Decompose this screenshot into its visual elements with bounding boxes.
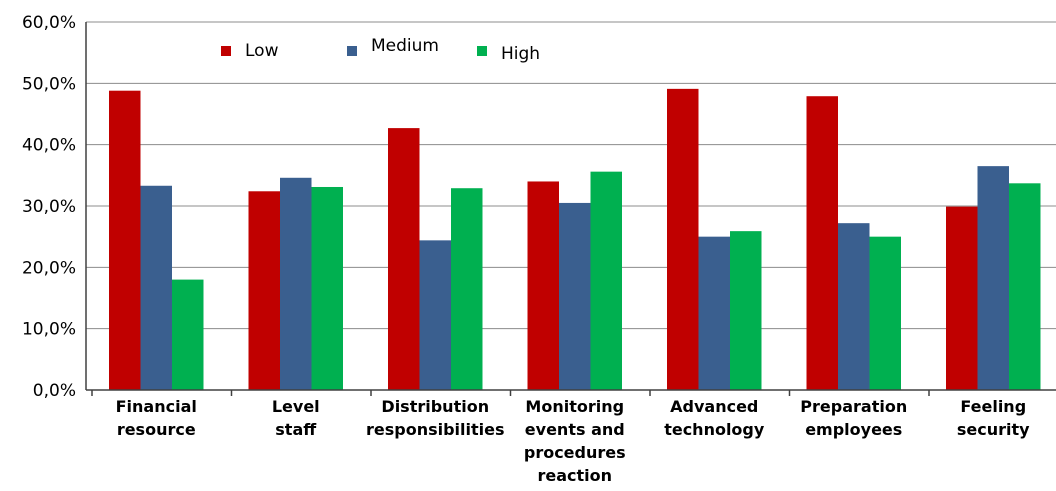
x-category-label: Level staff (272, 397, 320, 439)
bar-low-2 (388, 128, 420, 390)
legend-label-high: High (501, 44, 540, 64)
legend-swatch-low (221, 46, 231, 56)
bar-low-3 (527, 181, 559, 390)
legend-label-low: Low (245, 41, 279, 61)
x-category-label: Monitoring events and procedures reaction (524, 397, 626, 485)
x-category-label: Preparation employees (800, 397, 907, 439)
bar-low-0 (109, 90, 141, 391)
bar-medium-5 (838, 223, 870, 390)
bar-medium-0 (140, 185, 172, 390)
bar-high-5 (869, 236, 901, 390)
x-category-label: Feeling security (957, 397, 1030, 439)
x-category-label: Advanced technology (664, 397, 765, 439)
legend-swatch-high (477, 46, 487, 56)
legend: Low Medium High (221, 36, 540, 64)
bar-medium-1 (280, 177, 312, 390)
y-tick-label: 0,0% (33, 381, 76, 401)
bar-high-0 (172, 279, 204, 390)
y-tick-label: 20,0% (22, 258, 76, 278)
y-axis: 0,0% 10,0% 20,0% 30,0% 40,0% 50,0% 60,0% (22, 13, 87, 401)
bar-low-1 (248, 191, 280, 390)
bar-high-6 (1009, 183, 1041, 390)
y-tick-label: 10,0% (22, 320, 76, 340)
y-tick-label: 40,0% (22, 136, 76, 156)
bar-high-4 (730, 231, 762, 390)
bar-medium-2 (419, 240, 451, 390)
legend-label-medium: Medium (371, 36, 439, 56)
bar-low-6 (946, 206, 978, 390)
bar-medium-6 (977, 166, 1009, 390)
bar-medium-4 (698, 236, 730, 390)
y-tick-label: 30,0% (22, 197, 76, 217)
bar-medium-3 (559, 202, 591, 390)
bar-low-4 (667, 88, 699, 390)
y-tick-label: 60,0% (22, 13, 76, 33)
x-axis: Financial resource Level staff Distribution r… (86, 389, 1056, 485)
x-category-label: Financial resource (116, 397, 197, 439)
x-category-label: Distribution responsibilities (366, 397, 505, 439)
bar-high-1 (311, 186, 343, 390)
legend-swatch-medium (347, 46, 357, 56)
bar-high-3 (590, 171, 622, 390)
bar-series-group (109, 88, 1041, 391)
bar-low-5 (806, 96, 838, 391)
y-tick-label: 50,0% (22, 74, 76, 94)
bar-high-2 (451, 188, 483, 390)
